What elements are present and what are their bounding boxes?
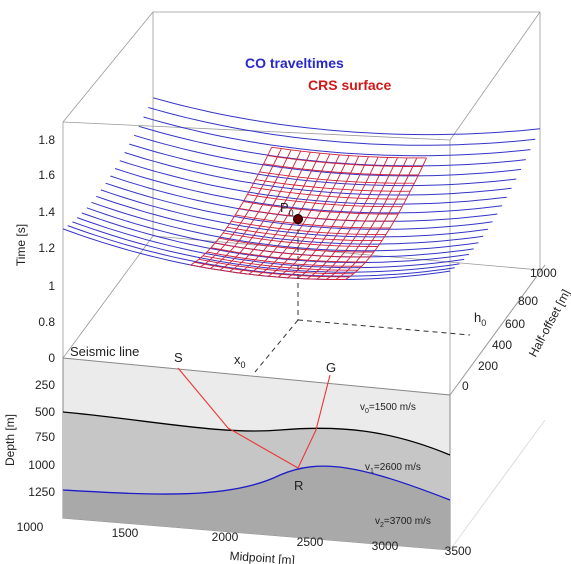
- time-tick-label: 1.8: [38, 133, 55, 147]
- midpoint-tick-label: 1000: [17, 520, 44, 534]
- crs-grid: [243, 201, 399, 215]
- time-tick-label: 1: [48, 279, 55, 293]
- co-curve: [133, 134, 522, 177]
- crs-grid: [223, 232, 378, 247]
- crs-grid: [259, 171, 415, 184]
- depth-axis-title: Depth [m]: [3, 414, 17, 466]
- r-label: R: [294, 478, 303, 493]
- velocity-value: =3700 m/s: [384, 516, 431, 527]
- co-curve: [96, 195, 484, 245]
- guides: [254, 220, 471, 373]
- crs-grid: [214, 242, 370, 258]
- velocity-value: =2600 m/s: [374, 462, 421, 473]
- crs-grid: [219, 237, 374, 253]
- velocity-label: v2=3700 m/s: [375, 516, 431, 529]
- midpoint-tick-label: 3000: [372, 539, 399, 553]
- crs-grid: [235, 214, 391, 229]
- crs-grid: [210, 247, 366, 263]
- co-curve: [105, 182, 493, 230]
- co-curve: [148, 107, 536, 146]
- x0-label: x0: [234, 352, 246, 370]
- p0-label: P0: [280, 200, 294, 218]
- crs-grid: [231, 220, 386, 235]
- co-curve: [77, 217, 465, 269]
- crs-grid: [198, 258, 354, 275]
- seismic-line-label: Seismic line: [70, 344, 139, 359]
- crs-grid: [255, 179, 411, 192]
- p0-point: [293, 214, 303, 224]
- crs-grid: [263, 163, 419, 176]
- crs-grid: [251, 186, 407, 200]
- crs-grid: [271, 146, 427, 159]
- offset-tick-label: 0: [462, 379, 469, 393]
- time-tick-label: 1.6: [38, 168, 55, 182]
- co-curve: [129, 143, 517, 187]
- co-curve: [119, 160, 507, 205]
- crs-label: CRS surface: [308, 77, 391, 93]
- time-tick-label: 1.2: [38, 241, 55, 255]
- offset-tick-label: 1000: [530, 266, 557, 280]
- co-curve: [72, 221, 460, 273]
- co-curve: [143, 116, 531, 157]
- velocity-symbol: v: [360, 402, 365, 413]
- velocity-subscript: 0: [365, 408, 369, 415]
- crs-grid: [239, 207, 395, 222]
- co-curve: [110, 175, 498, 222]
- depth-tick-label: 1000: [28, 458, 55, 472]
- co-curve: [67, 225, 455, 277]
- time-tick-label: 0: [48, 351, 55, 365]
- seismic-section: [62, 264, 546, 551]
- g-label: G: [326, 360, 336, 375]
- velocity-value: =1500 m/s: [369, 402, 416, 413]
- co-curve: [138, 125, 526, 167]
- midpoint-tick-label: 1500: [112, 526, 139, 540]
- offset-tick-label: 400: [492, 338, 512, 352]
- crs-grid: [267, 155, 423, 167]
- co-curve: [114, 168, 503, 214]
- co-curve: [81, 212, 469, 264]
- h0-label: h0: [474, 310, 486, 328]
- velocity-subscript: 2: [380, 522, 384, 529]
- velocity-label: v0=1500 m/s: [360, 402, 416, 415]
- offset-tick-label: 200: [478, 359, 498, 373]
- surfaces: [62, 97, 541, 280]
- crs-grid: [227, 226, 382, 242]
- crs-grid: [194, 261, 350, 278]
- velocity-subscript: 1: [370, 468, 374, 475]
- depth-tick-label: 1250: [28, 485, 55, 499]
- depth-tick-label: 250: [35, 378, 55, 392]
- velocity-symbol: v: [365, 462, 370, 473]
- midpoint-tick-label: 2000: [212, 530, 239, 544]
- crs-grid: [247, 194, 403, 208]
- time-tick-label: 1.4: [38, 205, 55, 219]
- crs-grid: [190, 264, 346, 280]
- velocity-symbol: v: [375, 516, 380, 527]
- box: [62, 11, 541, 395]
- time-tick-label: 0.8: [38, 315, 55, 329]
- co-label: CO traveltimes: [245, 55, 344, 71]
- offset-tick-label: 800: [518, 294, 538, 308]
- co-curve: [124, 152, 512, 196]
- velocity-label: v1=2600 m/s: [365, 462, 421, 475]
- co-curve: [100, 189, 488, 238]
- co-curve: [152, 97, 541, 136]
- midpoint-tick-label: 3500: [445, 544, 472, 558]
- crs-grid: [202, 255, 358, 271]
- depth-tick-label: 750: [35, 430, 55, 444]
- midpoint-tick-label: 2500: [297, 535, 324, 549]
- crs-grid: [206, 251, 362, 267]
- time-axis-title: Time [s]: [14, 224, 28, 266]
- co-curve: [91, 201, 479, 252]
- depth-tick-label: 500: [35, 405, 55, 419]
- midpoint-axis-title: Midpoint [m]: [229, 549, 295, 564]
- offset-tick-label: 600: [505, 317, 525, 331]
- s-label: S: [174, 350, 183, 365]
